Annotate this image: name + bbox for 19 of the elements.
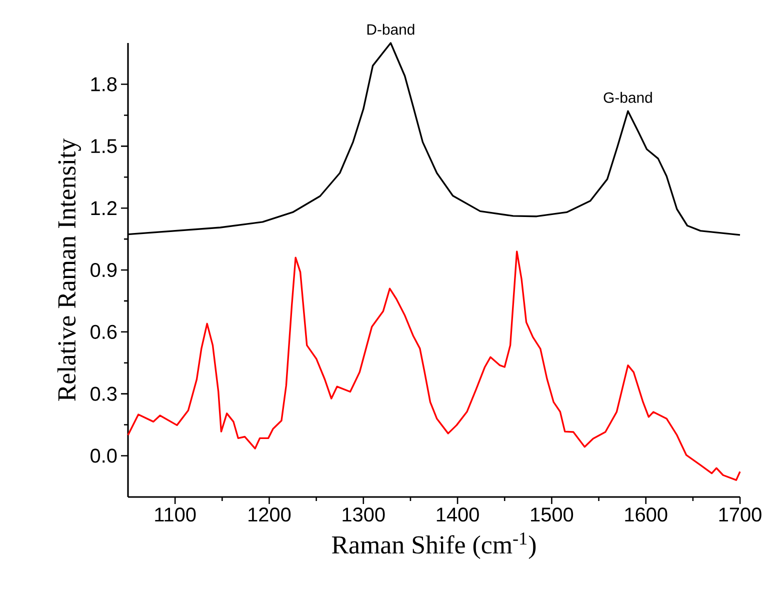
line-series <box>127 250 741 481</box>
y-tick-label: 0.3 <box>90 386 117 401</box>
y-tick-label: 0.9 <box>90 262 117 278</box>
x-tick-label: 1600 <box>625 508 668 522</box>
x-axis-title: Raman Shife (cm$^{-1}$) <box>332 532 536 559</box>
y-tick-label: 0.6 <box>90 324 117 339</box>
x-tick-label: 1500 <box>531 508 574 522</box>
x-tick-label: 1100 <box>155 508 196 522</box>
annotation: D-band <box>367 24 414 35</box>
x-tick-label: 1300 <box>342 508 385 522</box>
y-tick-label: 1.5 <box>91 139 117 154</box>
x-tick-label: 1400 <box>436 508 479 522</box>
x-tick-label: 1700 <box>719 508 762 522</box>
x-tick-label: 1200 <box>248 508 291 522</box>
annotation: G-band <box>604 92 652 103</box>
y-tick-label: 0.0 <box>90 448 117 463</box>
y-tick-label: 1.8 <box>91 77 117 92</box>
y-axis-title: Relative Raman Intensity <box>57 138 81 401</box>
y-tick-label: 1.2 <box>91 201 116 216</box>
